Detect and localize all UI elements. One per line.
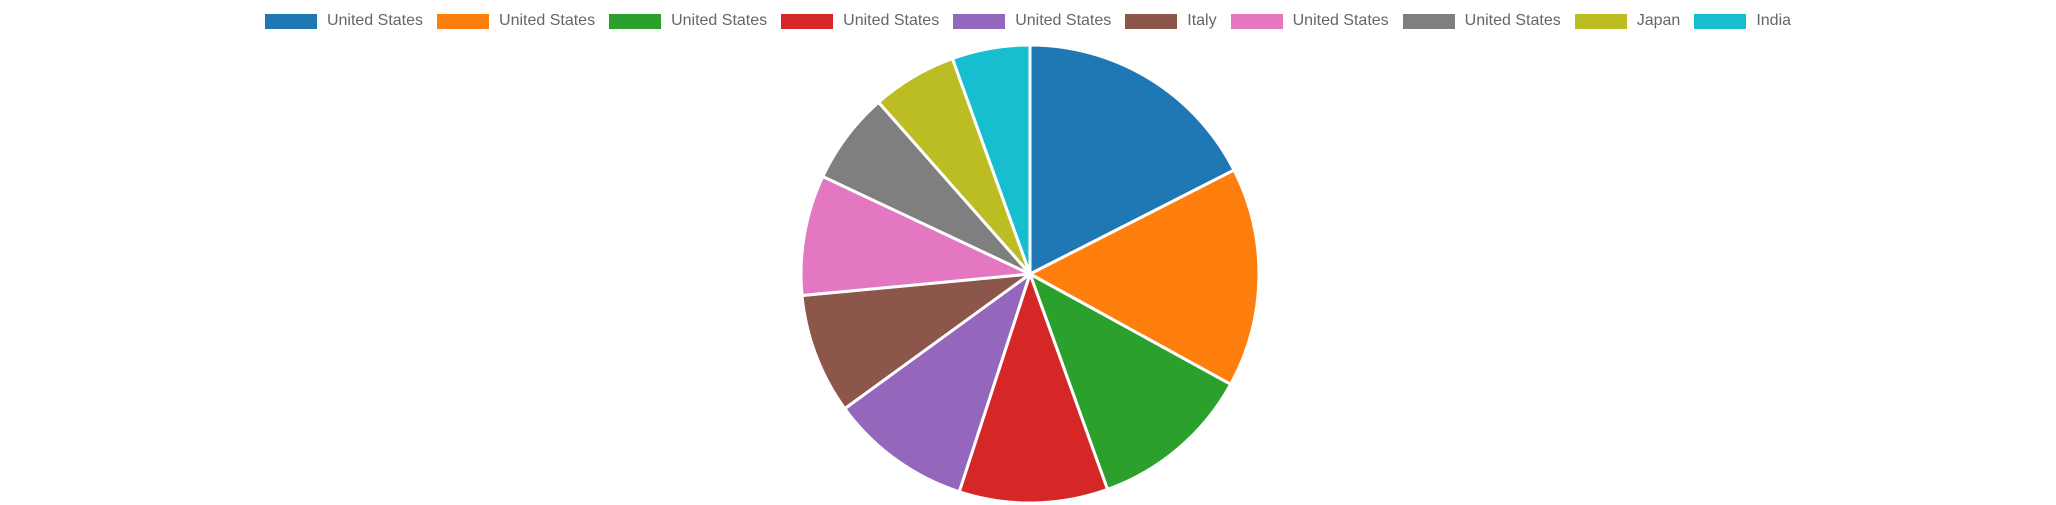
pie-slice[interactable] bbox=[1028, 272, 1233, 491]
legend-label: India bbox=[1756, 12, 1792, 29]
legend-item[interactable]: India bbox=[1694, 12, 1791, 30]
legend-swatch bbox=[437, 13, 490, 29]
legend-label: United States bbox=[499, 12, 596, 29]
pie-slice[interactable] bbox=[843, 272, 1032, 494]
legend-item[interactable]: United States bbox=[781, 12, 939, 30]
pie-slice[interactable] bbox=[1028, 43, 1236, 276]
legend-swatch bbox=[781, 13, 834, 29]
legend-item[interactable]: United States bbox=[1230, 12, 1389, 30]
legend-item[interactable]: Italy bbox=[1125, 12, 1217, 30]
legend-swatch bbox=[1574, 13, 1627, 29]
legend-label: United States bbox=[843, 12, 940, 29]
legend-label: Japan bbox=[1636, 12, 1681, 29]
legend-item[interactable]: United States bbox=[1402, 12, 1561, 30]
chart-legend: United States United States United States U… bbox=[0, 10, 2056, 32]
legend-item[interactable]: United States bbox=[609, 12, 767, 30]
legend-label: United States bbox=[1292, 12, 1389, 29]
legend-label: United States bbox=[671, 12, 768, 29]
legend-swatch bbox=[1125, 13, 1178, 29]
pie-slice[interactable] bbox=[799, 175, 1032, 298]
legend-label: United States bbox=[1464, 12, 1561, 29]
legend-swatch bbox=[1230, 13, 1283, 29]
legend-item[interactable]: United States bbox=[437, 12, 595, 30]
legend-label: United States bbox=[326, 12, 424, 29]
pie-slice[interactable] bbox=[957, 272, 1110, 505]
pie-slice[interactable] bbox=[800, 272, 1032, 411]
legend-item[interactable]: United States bbox=[264, 12, 424, 30]
legend-swatch bbox=[953, 13, 1006, 29]
legend-swatch bbox=[1402, 13, 1455, 29]
pie-slice[interactable] bbox=[1028, 168, 1261, 386]
legend-item[interactable]: United States bbox=[953, 12, 1111, 30]
legend-swatch bbox=[609, 13, 662, 29]
legend-label: United States bbox=[1015, 12, 1112, 29]
legend-swatch bbox=[264, 13, 317, 29]
legend-label: Italy bbox=[1187, 12, 1217, 29]
pie-slice[interactable] bbox=[950, 43, 1032, 276]
legend-item[interactable]: Japan bbox=[1574, 12, 1681, 30]
legend-swatch bbox=[1694, 13, 1747, 29]
